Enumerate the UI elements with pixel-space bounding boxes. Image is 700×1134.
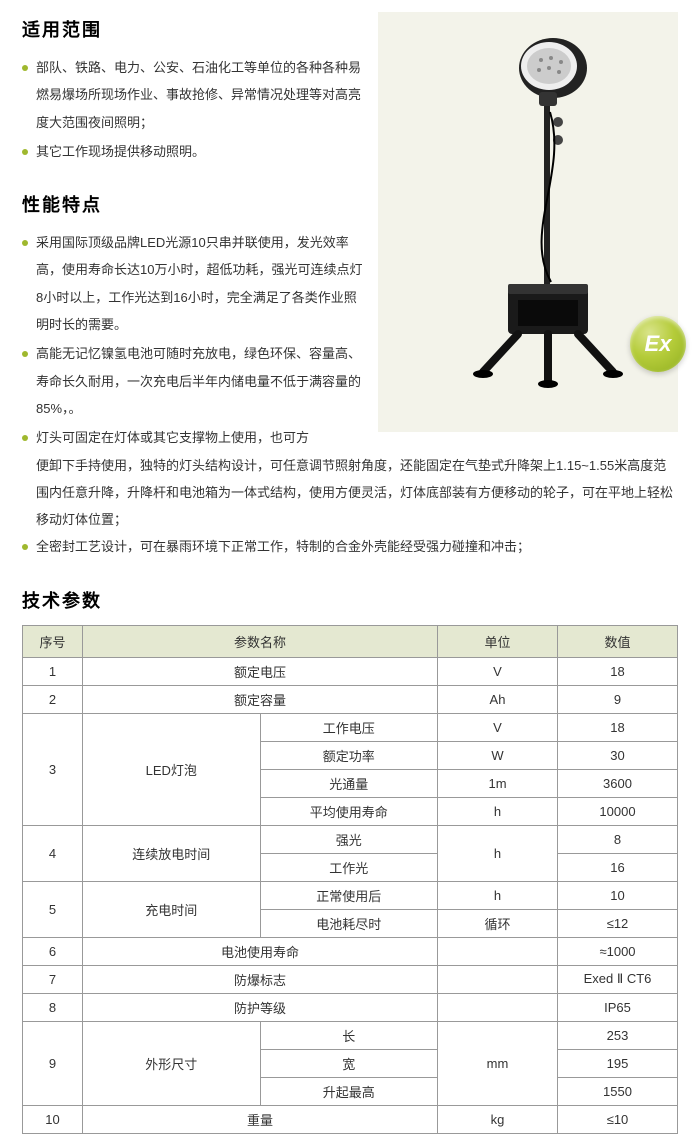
cell: 2 <box>23 685 83 713</box>
cell: 9 <box>558 685 678 713</box>
spec-heading: 技术参数 <box>22 587 678 613</box>
cell: W <box>438 741 558 769</box>
cell: 3 <box>23 713 83 825</box>
cell: 升起最高 <box>260 1077 438 1105</box>
cell: h <box>438 825 558 881</box>
cell: ≈1000 <box>558 937 678 965</box>
cell: Ah <box>438 685 558 713</box>
cell: 5 <box>23 881 83 937</box>
table-row: 3 LED灯泡 工作电压 V 18 <box>23 713 678 741</box>
cell: 外形尺寸 <box>83 1021 261 1105</box>
cell: 1550 <box>558 1077 678 1105</box>
th-value: 数值 <box>558 625 678 657</box>
cell: 额定功率 <box>260 741 438 769</box>
table-row: 9 外形尺寸 长 mm 253 <box>23 1021 678 1049</box>
scope-list: 部队、铁路、电力、公安、石油化工等单位的各种各种易燃易爆场所现场作业、事故抢修、… <box>22 54 372 165</box>
cell: 8 <box>23 993 83 1021</box>
cell: IP65 <box>558 993 678 1021</box>
th-unit: 单位 <box>438 625 558 657</box>
cell: 16 <box>558 853 678 881</box>
cell: 正常使用后 <box>260 881 438 909</box>
cell: 6 <box>23 937 83 965</box>
table-row: 5 充电时间 正常使用后 h 10 <box>23 881 678 909</box>
cell: h <box>438 797 558 825</box>
cell: 电池使用寿命 <box>83 937 438 965</box>
cell: 10 <box>558 881 678 909</box>
cell <box>438 965 558 993</box>
cell: ≤12 <box>558 909 678 937</box>
cell: 强光 <box>260 825 438 853</box>
cell: 电池耗尽时 <box>260 909 438 937</box>
product-illustration <box>423 32 633 412</box>
cell: 额定电压 <box>83 657 438 685</box>
list-item: 全密封工艺设计，可在暴雨环境下正常工作，特制的合金外壳能经受强力碰撞和冲击； <box>22 533 678 560</box>
ex-badge: Ex <box>630 316 686 372</box>
cell: 连续放电时间 <box>83 825 261 881</box>
cell: 光通量 <box>260 769 438 797</box>
cell: 循环 <box>438 909 558 937</box>
cell: 长 <box>260 1021 438 1049</box>
cell: 4 <box>23 825 83 881</box>
cell: 工作电压 <box>260 713 438 741</box>
cell: V <box>438 713 558 741</box>
th-index: 序号 <box>23 625 83 657</box>
feature-continuation: 便卸下手持使用，独特的灯头结构设计，可任意调节照射角度，还能固定在气垫式升降架上… <box>22 452 678 534</box>
table-row: 2 额定容量 Ah 9 <box>23 685 678 713</box>
feature-list-split: 灯头可固定在灯体或其它支撑物上使用，也可方 <box>22 424 372 451</box>
list-item: 其它工作现场提供移动照明。 <box>22 138 372 165</box>
cell: 30 <box>558 741 678 769</box>
cell: 18 <box>558 713 678 741</box>
table-row: 4 连续放电时间 强光 h 8 <box>23 825 678 853</box>
cell: 195 <box>558 1049 678 1077</box>
spec-table: 序号 参数名称 单位 数值 1 额定电压 V 18 2 额定容量 Ah 9 3 … <box>22 625 678 1134</box>
cell: 10 <box>23 1105 83 1133</box>
th-param: 参数名称 <box>83 625 438 657</box>
list-item: 采用国际顶级品牌LED光源10只串并联使用，发光效率高，使用寿命长达10万小时，… <box>22 229 372 338</box>
cell: 3600 <box>558 769 678 797</box>
feature-list-narrow: 采用国际顶级品牌LED光源10只串并联使用，发光效率高，使用寿命长达10万小时，… <box>22 229 372 422</box>
cell <box>438 937 558 965</box>
list-item: 部队、铁路、电力、公安、石油化工等单位的各种各种易燃易爆场所现场作业、事故抢修、… <box>22 54 372 136</box>
table-row: 1 额定电压 V 18 <box>23 657 678 685</box>
cell: 18 <box>558 657 678 685</box>
cell: 1 <box>23 657 83 685</box>
cell: 额定容量 <box>83 685 438 713</box>
cell: 重量 <box>83 1105 438 1133</box>
table-header-row: 序号 参数名称 单位 数值 <box>23 625 678 657</box>
cell: 10000 <box>558 797 678 825</box>
cell: 7 <box>23 965 83 993</box>
cell: kg <box>438 1105 558 1133</box>
cell: 9 <box>23 1021 83 1105</box>
cell: 工作光 <box>260 853 438 881</box>
cell: 防护等级 <box>83 993 438 1021</box>
cell <box>438 993 558 1021</box>
cell: 充电时间 <box>83 881 261 937</box>
table-row: 7 防爆标志 Exed Ⅱ CT6 <box>23 965 678 993</box>
feature-list-wide: 全密封工艺设计，可在暴雨环境下正常工作，特制的合金外壳能经受强力碰撞和冲击； <box>22 533 678 560</box>
cell: LED灯泡 <box>83 713 261 825</box>
cell: h <box>438 881 558 909</box>
cell: 防爆标志 <box>83 965 438 993</box>
product-image-area: Ex <box>378 12 678 432</box>
cell: V <box>438 657 558 685</box>
cell: Exed Ⅱ CT6 <box>558 965 678 993</box>
cell: 253 <box>558 1021 678 1049</box>
list-item: 高能无记忆镍氢电池可随时充放电，绿色环保、容量高、寿命长久耐用，一次充电后半年内… <box>22 340 372 422</box>
cell: 平均使用寿命 <box>260 797 438 825</box>
cell: 1m <box>438 769 558 797</box>
table-row: 6 电池使用寿命 ≈1000 <box>23 937 678 965</box>
table-row: 8 防护等级 IP65 <box>23 993 678 1021</box>
table-row: 10 重量 kg ≤10 <box>23 1105 678 1133</box>
cell: mm <box>438 1021 558 1105</box>
cell: 宽 <box>260 1049 438 1077</box>
list-item: 灯头可固定在灯体或其它支撑物上使用，也可方 <box>22 424 372 451</box>
cell: 8 <box>558 825 678 853</box>
cell: ≤10 <box>558 1105 678 1133</box>
